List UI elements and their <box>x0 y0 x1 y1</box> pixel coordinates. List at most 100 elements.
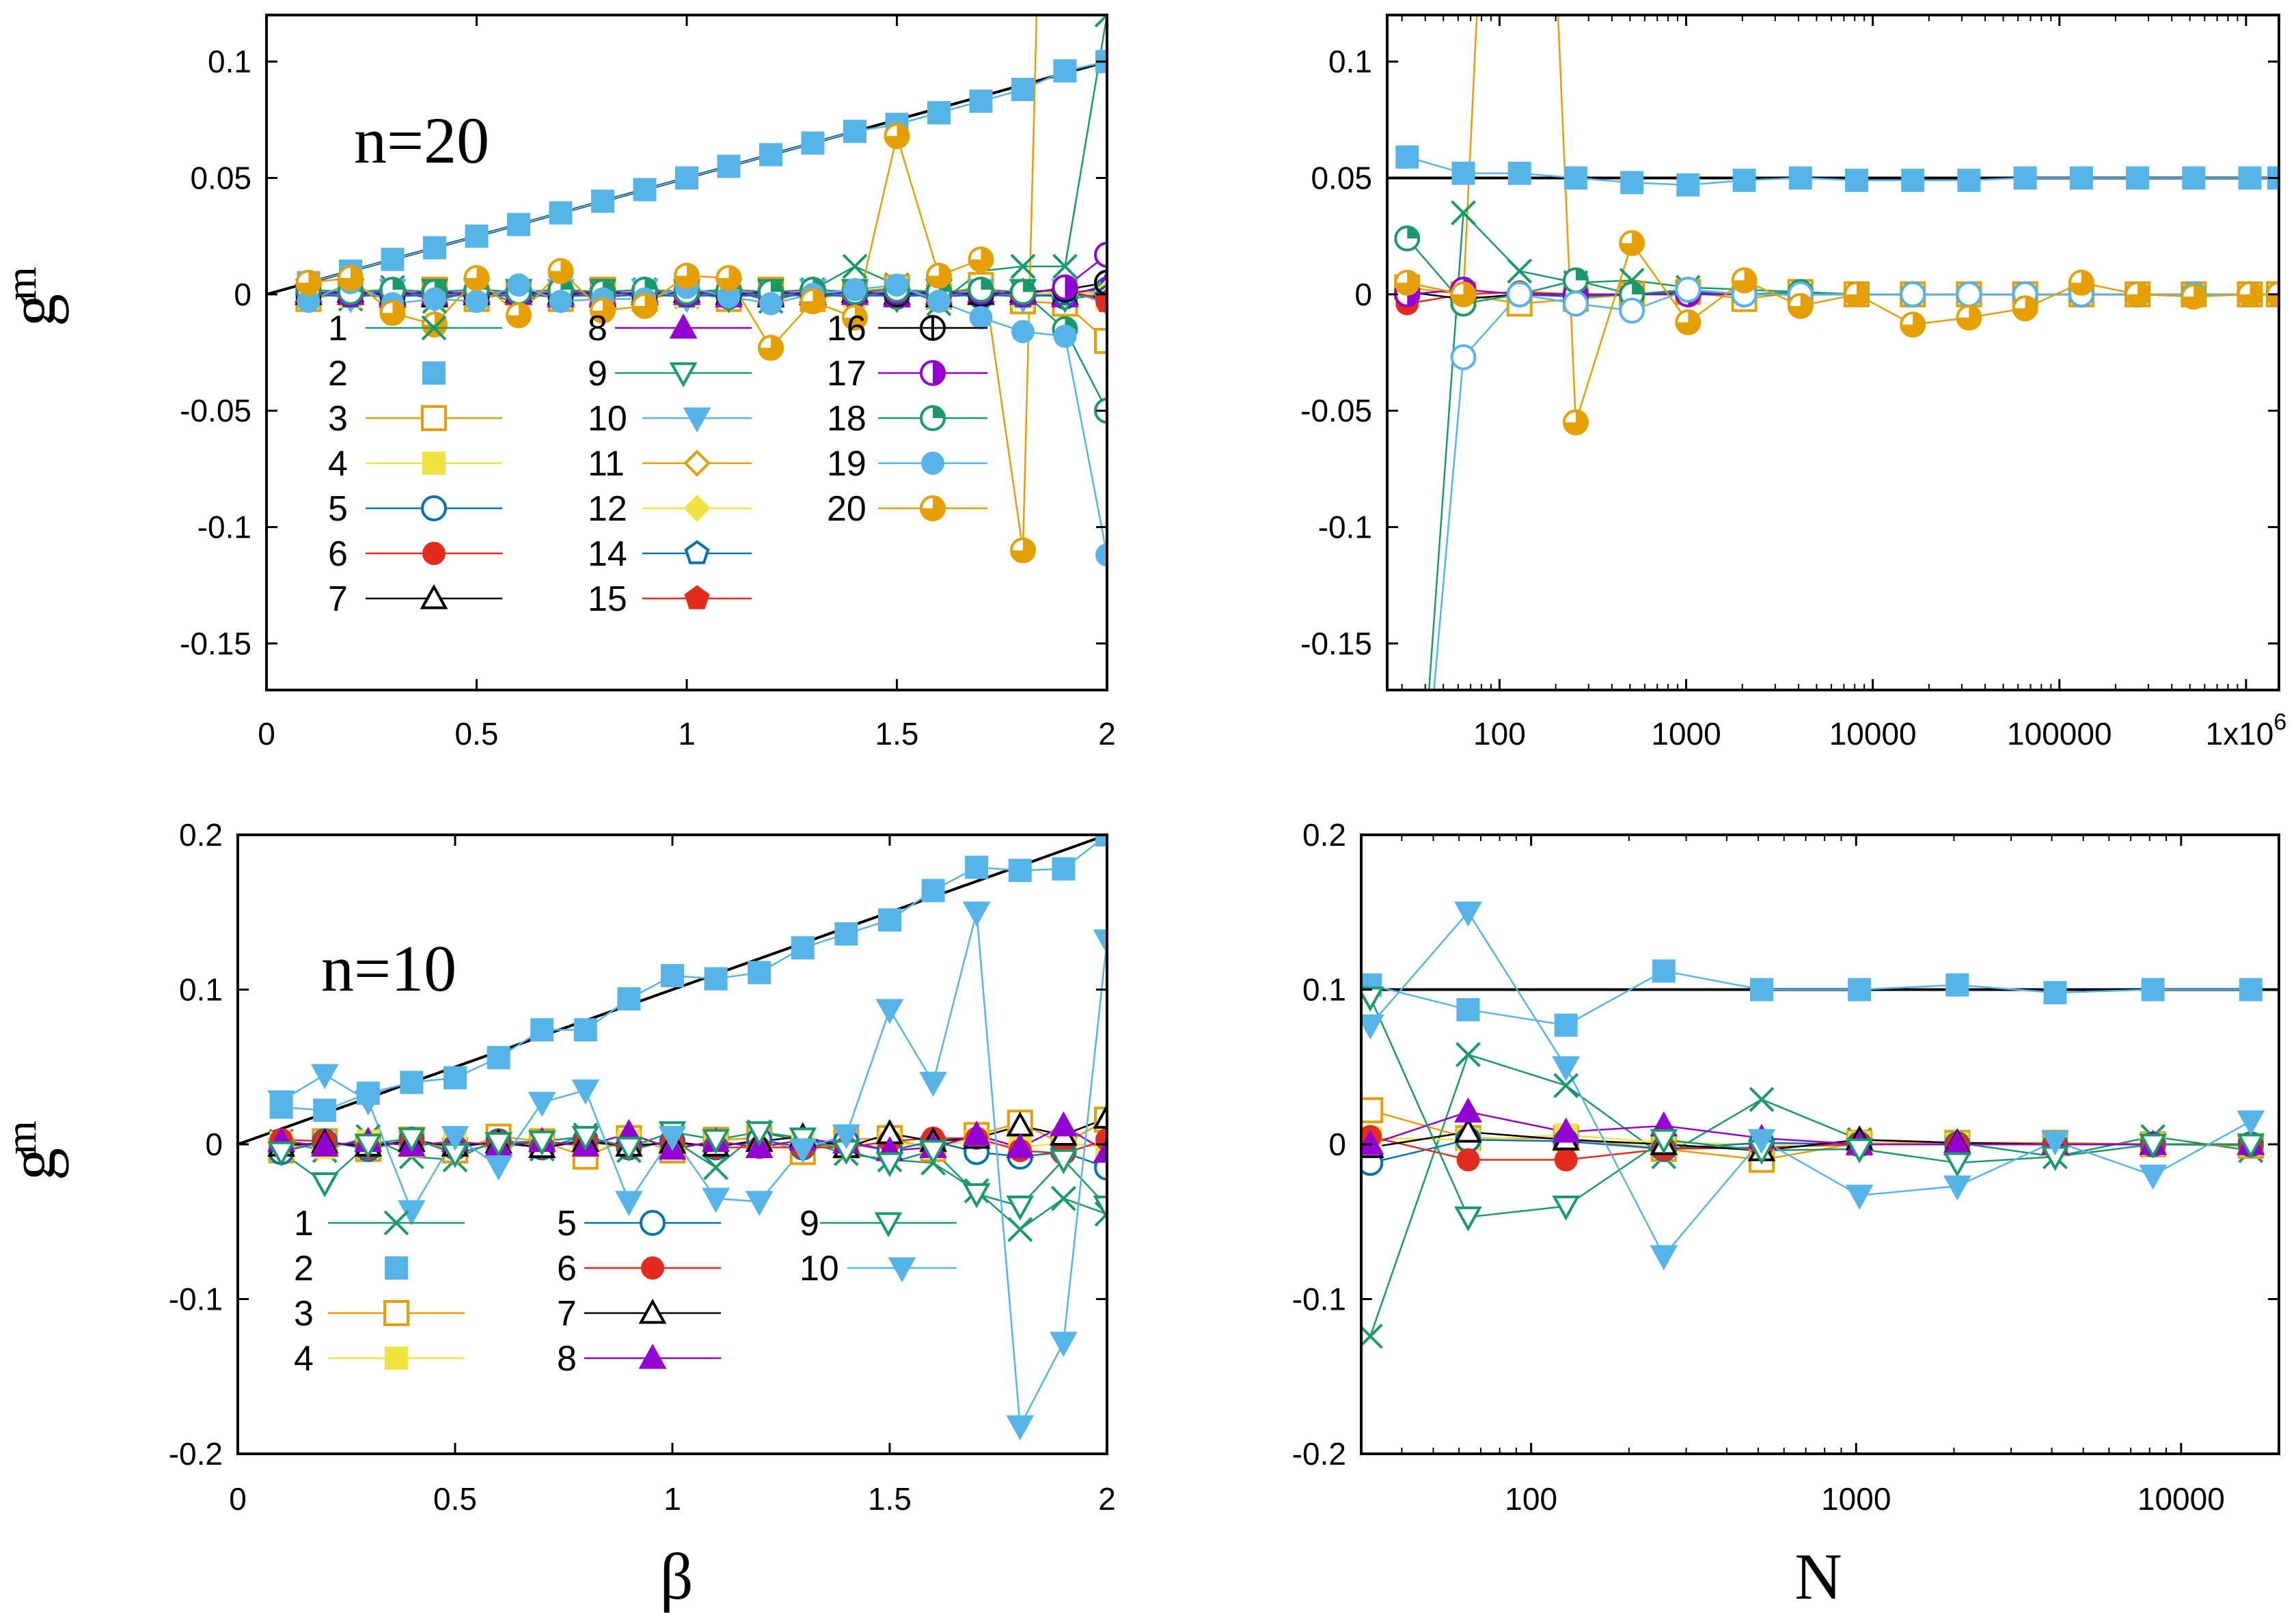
data-point <box>381 247 405 271</box>
data-point <box>919 1071 947 1097</box>
data-point <box>717 154 741 178</box>
data-point <box>615 1136 643 1162</box>
data-point <box>1010 253 1036 279</box>
data-point <box>571 1126 600 1151</box>
x-tick-label: 0 <box>258 716 275 752</box>
data-point <box>1010 279 1036 305</box>
data-point <box>1956 281 1982 307</box>
y-tick-label: 0.1 <box>1302 972 1346 1008</box>
data-point <box>1956 304 1982 331</box>
data-point <box>1845 168 1869 192</box>
legend-marker-9 <box>669 362 698 388</box>
data-point <box>465 290 489 314</box>
series-line-8 <box>1369 1111 2251 1146</box>
data-point <box>1450 344 1477 370</box>
legend-label-5: 5 <box>557 1204 577 1243</box>
x-tick-label: 2 <box>1098 1481 1116 1517</box>
data-point <box>1562 290 1589 317</box>
data-point <box>1552 1056 1581 1081</box>
legend-marker-4 <box>422 452 446 475</box>
data-point <box>1749 1086 1775 1112</box>
data-point <box>484 1132 512 1157</box>
data-point <box>1554 1148 1578 1172</box>
data-point <box>295 269 322 296</box>
data-point <box>843 120 866 143</box>
x-tick-label: 10000 <box>1829 716 1917 752</box>
data-point <box>1650 1245 1678 1271</box>
data-point <box>1562 409 1589 436</box>
data-point <box>1053 59 1077 83</box>
y-tick-label: -0.2 <box>1292 1436 1346 1472</box>
data-point <box>1562 267 1589 294</box>
data-point <box>1454 1097 1482 1123</box>
panel-top-right: -0.15 -0.1 -0.05 0 0.05 0.1 100 1000 10000 100000… <box>1300 14 2286 752</box>
legend-label-6: 6 <box>557 1249 577 1288</box>
series-markers-3 <box>268 1106 1107 1170</box>
legend-marker-8 <box>638 1343 667 1369</box>
data-point <box>1050 1111 1078 1137</box>
series-markers-20 <box>295 123 1036 564</box>
legend-marker-12 <box>683 495 711 522</box>
series-markers-19 <box>1450 277 2279 370</box>
data-point <box>661 964 684 988</box>
series-markers-9 <box>1361 987 2265 1232</box>
data-point <box>2139 1164 2168 1190</box>
data-point <box>549 201 573 225</box>
data-point <box>2239 978 2263 1002</box>
data-point <box>1747 1129 1776 1155</box>
data-point <box>1094 241 1107 268</box>
x-tick-label: 0.5 <box>455 716 499 752</box>
data-point <box>1506 281 1533 307</box>
data-point <box>1845 1185 1874 1210</box>
plot-frame <box>1386 14 2280 691</box>
data-point <box>1454 1117 1482 1143</box>
legend-marker-4 <box>385 1347 408 1370</box>
y-tick-label: -0.2 <box>169 1436 223 1472</box>
legend-marker-2 <box>422 361 446 385</box>
series-line-1 <box>1427 210 2279 690</box>
series-markers-10 <box>1361 901 2265 1271</box>
data-point <box>506 302 532 329</box>
legend-marker-9 <box>874 1212 903 1238</box>
x-tick-label: 10000 <box>2137 1481 2225 1517</box>
data-point <box>875 1152 904 1178</box>
legend-marker-1 <box>383 1210 409 1236</box>
data-point <box>571 1079 600 1105</box>
data-point <box>1845 1138 1874 1163</box>
data-point <box>1749 978 1773 1002</box>
x-tick-label: 100 <box>1505 1481 1557 1517</box>
data-point <box>1507 258 1533 284</box>
x-tick-label: 0.5 <box>433 1481 477 1517</box>
data-point <box>591 189 614 213</box>
legend-label-17: 17 <box>827 354 866 394</box>
data-point <box>400 1071 424 1094</box>
data-point <box>2181 284 2207 310</box>
data-point <box>1563 166 1587 190</box>
data-point <box>528 1092 556 1117</box>
y-tick-label: -0.1 <box>169 1282 223 1317</box>
data-point <box>2237 1110 2265 1136</box>
data-point <box>423 236 446 260</box>
data-point <box>507 212 530 236</box>
data-point <box>1676 173 1700 197</box>
data-point <box>2139 1133 2168 1159</box>
data-point <box>1361 1014 1384 1040</box>
data-point <box>758 335 784 361</box>
data-point <box>1006 1415 1035 1441</box>
data-point <box>1456 997 1480 1021</box>
data-point <box>1361 987 1384 1012</box>
series-markers-10 <box>267 901 1107 1441</box>
data-point <box>1901 168 1925 192</box>
y-tick-label: -0.05 <box>180 393 251 428</box>
series-line-19 <box>1433 288 2279 690</box>
data-point <box>1095 835 1107 846</box>
legend-marker-11 <box>683 450 711 477</box>
y-tick-label: 0 <box>1354 277 1372 312</box>
legend-label-10: 10 <box>588 399 627 439</box>
data-point <box>1652 959 1676 983</box>
data-point <box>530 1018 554 1042</box>
data-point <box>759 143 782 167</box>
data-point <box>1008 859 1032 883</box>
data-point <box>487 1046 510 1070</box>
data-point <box>1395 145 1419 169</box>
